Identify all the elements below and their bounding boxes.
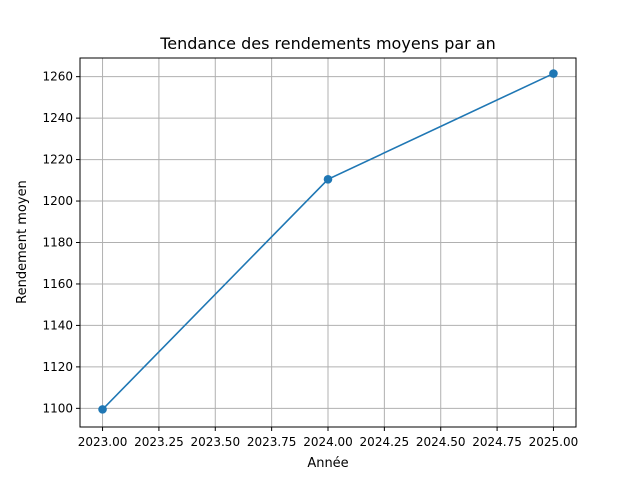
- x-tick-label: 2024.00: [303, 435, 353, 449]
- y-tick-label: 1200: [42, 194, 73, 208]
- axis-ticks: 2023.00 2023.25 2023.50 2023.75 2024.00 2024.…: [42, 70, 578, 449]
- data-point: [98, 405, 107, 414]
- y-tick-label: 1100: [42, 401, 73, 415]
- x-tick-label: 2024.50: [416, 435, 466, 449]
- y-tick-label: 1140: [42, 318, 73, 332]
- y-tick-label: 1220: [42, 153, 73, 167]
- data-point: [323, 174, 333, 184]
- y-tick-label: 1120: [42, 360, 73, 374]
- y-tick-label: 1180: [42, 236, 73, 250]
- x-tick-label: 2023.00: [78, 435, 128, 449]
- y-tick-label: 1240: [42, 111, 73, 125]
- chart-title: Tendance des rendements moyens par an: [159, 34, 496, 53]
- x-tick-label: 2024.25: [360, 435, 410, 449]
- x-axis-label: Année: [307, 456, 348, 471]
- y-tick-label: 1160: [42, 277, 73, 291]
- x-tick-label: 2023.75: [247, 435, 297, 449]
- plot-frame: [79, 57, 577, 428]
- x-tick-label: 2023.50: [190, 435, 240, 449]
- x-tick-label: 2023.25: [134, 435, 184, 449]
- data-point: [549, 69, 558, 78]
- y-axis-label: Rendement moyen: [15, 180, 30, 304]
- x-tick-label: 2024.75: [472, 435, 522, 449]
- x-tick-label: 2025.00: [529, 435, 579, 449]
- data-series: [98, 69, 558, 414]
- y-tick-label: 1260: [42, 70, 73, 84]
- grid: [80, 58, 576, 427]
